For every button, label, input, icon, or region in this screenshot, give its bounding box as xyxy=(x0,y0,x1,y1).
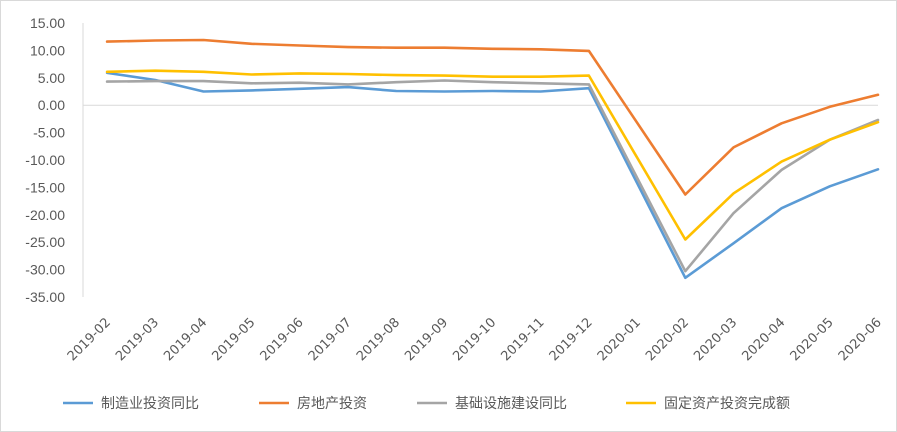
x-tick-label: 2020-01 xyxy=(595,315,644,364)
x-tick-label: 2020-05 xyxy=(788,315,837,364)
x-tick-label: 2019-08 xyxy=(354,315,403,364)
y-tick-label: -30.00 xyxy=(25,262,65,278)
y-tick-label: 5.00 xyxy=(38,70,65,86)
legend-label-1: 房地产投资 xyxy=(297,396,367,412)
x-tick-label: 2020-03 xyxy=(691,315,740,364)
x-tick-label: 2020-02 xyxy=(643,315,692,364)
y-tick-label: -10.00 xyxy=(25,152,65,168)
x-tick-label: 2019-09 xyxy=(402,315,451,364)
legend-label-0: 制造业投资同比 xyxy=(101,396,199,412)
y-tick-label: -35.00 xyxy=(25,289,65,305)
y-tick-label: 15.00 xyxy=(30,15,65,31)
legend-label-3: 固定资产投资完成额 xyxy=(664,396,790,412)
y-tick-label: 10.00 xyxy=(30,42,65,58)
x-tick-label: 2019-11 xyxy=(499,315,548,364)
legend-label-2: 基础设施建设同比 xyxy=(455,395,567,412)
x-tick-label: 2019-05 xyxy=(209,315,258,364)
y-tick-label: -15.00 xyxy=(25,179,65,195)
y-tick-label: -5.00 xyxy=(33,125,65,141)
x-tick-label: 2020-04 xyxy=(739,315,788,364)
x-tick-label: 2019-06 xyxy=(258,315,307,364)
x-tick-label: 2019-10 xyxy=(450,315,499,364)
y-tick-label: -20.00 xyxy=(25,207,65,223)
x-tick-label: 2019-07 xyxy=(306,315,355,364)
series-line-3 xyxy=(105,69,880,241)
series-line-1 xyxy=(105,38,880,196)
y-tick-label: 0.00 xyxy=(38,97,65,113)
x-tick-label: 2020-06 xyxy=(836,315,885,364)
x-tick-label: 2019-02 xyxy=(65,315,114,364)
series-line-2 xyxy=(105,79,880,273)
x-tick-label: 2019-04 xyxy=(161,315,210,364)
x-tick-label: 2019-12 xyxy=(547,315,596,364)
x-tick-label: 2019-03 xyxy=(113,315,162,364)
y-tick-label: -25.00 xyxy=(25,234,65,250)
series-line-0 xyxy=(105,71,880,280)
